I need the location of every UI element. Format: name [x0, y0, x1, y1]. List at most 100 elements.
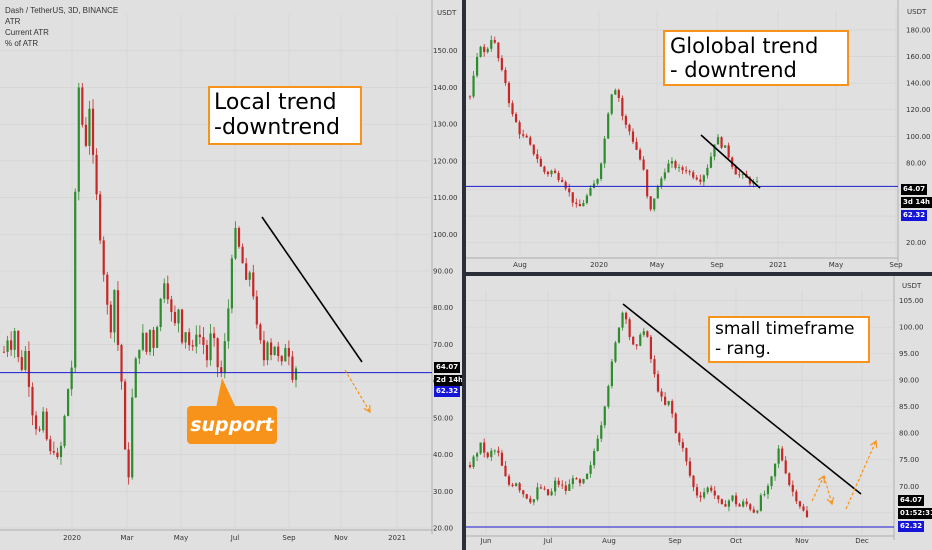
candle-body — [39, 429, 41, 430]
candle-body — [572, 478, 574, 484]
candle-body — [557, 173, 559, 180]
candle-body — [138, 350, 140, 359]
candle-body — [561, 485, 563, 486]
candle-body — [756, 181, 758, 182]
price-tag: 64.07 — [434, 362, 460, 373]
candle-body — [494, 40, 496, 43]
candle-body — [142, 333, 144, 350]
y-tick-label: 150.00 — [433, 47, 458, 55]
support-pointer — [216, 378, 236, 408]
candle-body — [703, 492, 705, 497]
candle-body — [14, 331, 16, 350]
candle-body — [579, 204, 581, 206]
time-tag: 01:52:31 — [898, 508, 932, 519]
candle-body — [249, 272, 251, 279]
candle-body — [621, 98, 623, 116]
candle-body — [643, 159, 645, 169]
candle-body — [536, 487, 538, 499]
y-tick-label: 90.00 — [433, 268, 453, 276]
candle-body — [17, 331, 19, 357]
x-tick-label: Oct — [730, 537, 742, 545]
candle-body — [536, 154, 538, 159]
candle-body — [600, 425, 602, 438]
candle-body — [699, 179, 701, 181]
candle-body — [533, 499, 535, 502]
candle-body — [241, 247, 243, 264]
candle-body — [681, 167, 683, 170]
candle-body — [227, 308, 229, 341]
x-tick-label: Jul — [543, 537, 553, 545]
time-tag: 2d 14h — [434, 375, 462, 386]
candle-body — [56, 453, 58, 457]
candle-body — [508, 83, 510, 103]
x-tick-label: Aug — [513, 261, 527, 269]
candle-body — [511, 485, 513, 486]
y-tick-label: 20.00 — [906, 239, 926, 247]
candle-body — [543, 488, 545, 489]
candle-body — [785, 460, 787, 473]
candle-body — [152, 330, 154, 348]
candle-body — [533, 145, 535, 155]
global-chart-panel[interactable]: 20.0040.0060.0080.00100.00120.00140.0016… — [466, 0, 932, 272]
candle-body — [476, 453, 478, 456]
candle-body — [252, 272, 254, 296]
candle-body — [728, 501, 730, 507]
candle-body — [504, 70, 506, 83]
y-tick-label: 100.00 — [899, 324, 924, 332]
indicator-atr[interactable]: ATR — [5, 16, 118, 27]
candle-body — [590, 465, 592, 474]
y-tick-label: 105.00 — [899, 297, 924, 305]
y-tick-label: 20.00 — [433, 525, 453, 533]
candle-body — [660, 178, 662, 186]
x-tick-label: Mar — [120, 534, 133, 542]
candle-body — [501, 58, 503, 70]
indicator-current-atr[interactable]: Current ATR — [5, 27, 118, 38]
candle-body — [501, 453, 503, 466]
candle-body — [635, 142, 637, 150]
candle-body — [28, 351, 30, 387]
candle-body — [163, 283, 165, 298]
candle-body — [589, 188, 591, 195]
candle-body — [288, 348, 290, 357]
unit-label: USDT — [902, 282, 921, 290]
candle-body — [504, 466, 506, 476]
candle-body — [692, 172, 694, 177]
candle-body — [650, 196, 652, 209]
candle-body — [270, 342, 272, 355]
candle-body — [668, 401, 670, 405]
candle-body — [717, 495, 719, 499]
candle-body — [685, 448, 687, 461]
candle-body — [195, 335, 197, 347]
candle-body — [714, 491, 716, 496]
candle-body — [63, 416, 65, 446]
candle-body — [547, 489, 549, 495]
small-timeframe-panel[interactable]: 65.0070.0075.0080.0085.0090.0095.00100.0… — [466, 276, 932, 550]
candle-body — [664, 397, 666, 405]
candle-body — [625, 313, 627, 320]
candle-body — [35, 415, 37, 429]
candle-body — [494, 451, 496, 452]
candle-body — [174, 312, 176, 323]
projection-arrow — [812, 476, 824, 501]
indicator-pct-atr[interactable]: % of ATR — [5, 38, 118, 49]
candle-body — [156, 327, 158, 348]
candle-body — [519, 122, 521, 134]
candle-body — [515, 483, 517, 486]
candle-body — [788, 473, 790, 485]
candle-body — [614, 90, 616, 94]
support-label: support — [187, 406, 277, 444]
candle-body — [508, 476, 510, 485]
candle-body — [643, 331, 645, 335]
local-chart-panel[interactable]: 20.0030.0040.0050.0060.0070.0080.0090.00… — [0, 0, 462, 550]
candle-body — [103, 240, 105, 274]
candle-body — [490, 451, 492, 457]
candle-body — [756, 511, 758, 513]
candle-body — [650, 337, 652, 359]
local-trend-note: Local trend -downtrend — [208, 86, 362, 145]
candle-body — [720, 137, 722, 148]
candle-body — [575, 203, 577, 204]
candle-body — [554, 481, 556, 492]
candle-body — [209, 333, 211, 360]
candle-body — [526, 136, 528, 138]
x-tick-label: Sep — [668, 537, 682, 545]
